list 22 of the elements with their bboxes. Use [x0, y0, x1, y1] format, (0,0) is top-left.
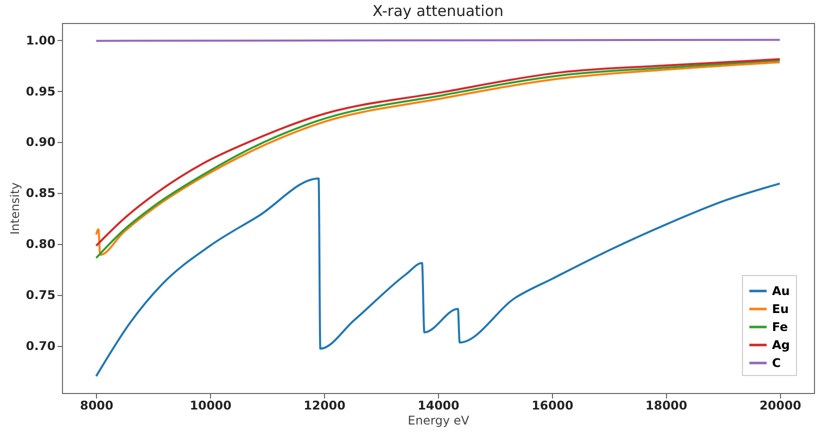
legend-label: Fe	[772, 320, 788, 334]
x-tick-label: 10000	[190, 398, 232, 412]
x-tick-label: 8000	[80, 398, 114, 412]
y-tick-label: 0.95	[26, 84, 56, 98]
x-tick-label: 20000	[759, 398, 802, 412]
y-tick-label: 1.00	[26, 33, 56, 48]
legend-label: Ag	[772, 338, 790, 352]
y-tick-label: 0.70	[26, 339, 56, 354]
x-tick-label: 14000	[418, 398, 460, 412]
y-tick-label: 0.75	[26, 288, 56, 302]
x-tick-label: 16000	[532, 398, 574, 412]
legend-label: Au	[772, 284, 790, 298]
y-tick-label: 0.80	[26, 237, 56, 252]
x-tick-label: 18000	[646, 398, 688, 412]
chart-title: X-ray attenuation	[372, 2, 504, 20]
legend-label: C	[772, 356, 781, 370]
legend-label: Eu	[772, 302, 789, 316]
y-tick-label: 0.85	[26, 186, 56, 200]
y-axis-title: Intensity	[8, 182, 22, 235]
y-tick-label: 0.90	[26, 135, 56, 150]
x-tick-label: 12000	[304, 398, 346, 412]
x-axis-title: Energy eV	[408, 414, 470, 428]
